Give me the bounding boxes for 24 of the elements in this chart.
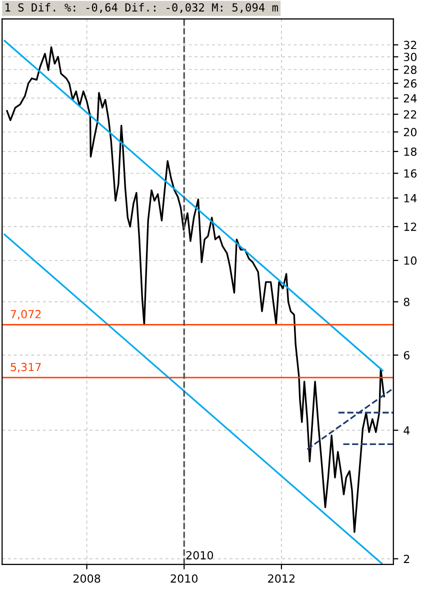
y-tick-label: 24: [404, 94, 417, 102]
y-tick-label: 4: [404, 426, 410, 434]
x-tick-label: 2008: [73, 574, 100, 583]
x-tick-label: 2012: [268, 574, 294, 583]
y-tick-label: 14: [404, 194, 417, 202]
y-tick-label: 18: [404, 147, 416, 156]
chart-title: 1 S Dif. %: -0,64 Dif.: -0,032 M: 5,094 m: [6, 3, 278, 14]
y-tick-label: 30: [404, 52, 417, 62]
y-tick-label: 16: [404, 169, 417, 178]
y-tick-label: 32: [404, 40, 416, 50]
y-tick-label: 20: [404, 128, 417, 136]
y-tick-label: 8: [404, 298, 410, 306]
ref-line-label: 7,072: [10, 310, 41, 320]
y-tick-label: 28: [404, 66, 416, 74]
x-tick-label: 2010: [170, 574, 198, 583]
ref-line-label: 5,317: [10, 362, 41, 372]
y-tick-label: 2: [404, 554, 410, 563]
y-tick-label: 6: [404, 351, 410, 360]
y-tick-label: 10: [404, 256, 417, 265]
y-tick-label: 22: [404, 110, 416, 118]
line-series: [6, 46, 385, 533]
y-tick-label: 12: [404, 222, 416, 231]
y-tick-label: 26: [404, 79, 417, 88]
ref-line-label: 2010: [186, 551, 214, 560]
